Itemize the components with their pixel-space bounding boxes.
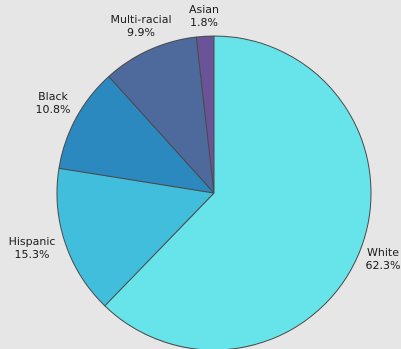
slice-hispanic bbox=[56, 167, 215, 307]
slice-white bbox=[104, 35, 372, 349]
label-asian: Asian bbox=[189, 3, 219, 16]
pie-slices bbox=[56, 35, 372, 349]
value-label-black: 10.8% bbox=[36, 103, 71, 116]
slice-multi-racial bbox=[108, 36, 215, 194]
value-label-asian: 1.8% bbox=[190, 16, 218, 29]
value-label-hispanic: 15.3% bbox=[15, 248, 50, 261]
value-label-white: 62.3% bbox=[366, 259, 401, 272]
label-hispanic: Hispanic bbox=[9, 235, 56, 248]
label-multi-racial: Multi-racial bbox=[110, 13, 171, 26]
slice-black bbox=[58, 75, 215, 194]
label-white: White bbox=[367, 246, 399, 259]
slice-asian bbox=[195, 35, 215, 194]
label-black: Black bbox=[38, 90, 68, 103]
value-label-multi-racial: 9.9% bbox=[127, 26, 155, 39]
